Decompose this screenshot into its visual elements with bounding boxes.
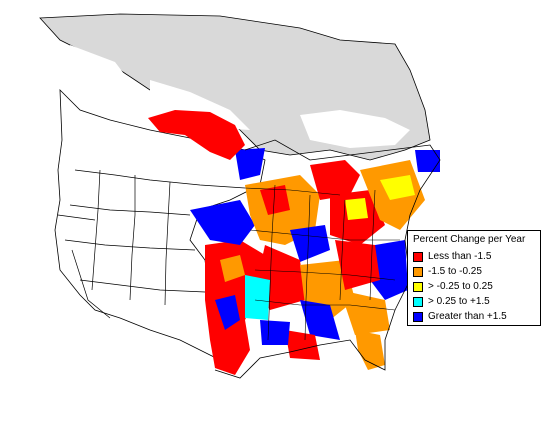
legend-swatch <box>413 266 423 277</box>
canada-white-patch <box>150 80 250 130</box>
legend-label: -1.5 to -0.25 <box>428 266 482 277</box>
legend-item: > 0.25 to +1.5 <box>413 294 540 309</box>
canada-white-patch <box>62 45 140 110</box>
legend-swatch <box>413 251 423 262</box>
state-boundaries <box>57 169 246 319</box>
canada-white-patch <box>300 110 410 148</box>
legend-swatch <box>413 296 423 307</box>
survey-cells <box>190 148 440 375</box>
legend-label: > -0.25 to 0.25 <box>428 281 493 292</box>
legend-item: -1.5 to -0.25 <box>413 264 540 279</box>
legend-swatch <box>413 281 423 292</box>
legend-swatch <box>413 311 423 322</box>
legend-label: Greater than +1.5 <box>428 311 507 322</box>
legend: Percent Change per Year Less than -1.5 -… <box>407 230 541 326</box>
legend-label: Less than -1.5 <box>428 251 492 262</box>
legend-label: > 0.25 to +1.5 <box>428 296 490 307</box>
legend-item: Greater than +1.5 <box>413 309 540 324</box>
legend-title: Percent Change per Year <box>413 234 526 245</box>
canada-red-area <box>148 110 245 160</box>
eastern-state-boundaries <box>244 184 400 341</box>
legend-item: > -0.25 to 0.25 <box>413 279 540 294</box>
legend-item: Less than -1.5 <box>413 249 540 264</box>
